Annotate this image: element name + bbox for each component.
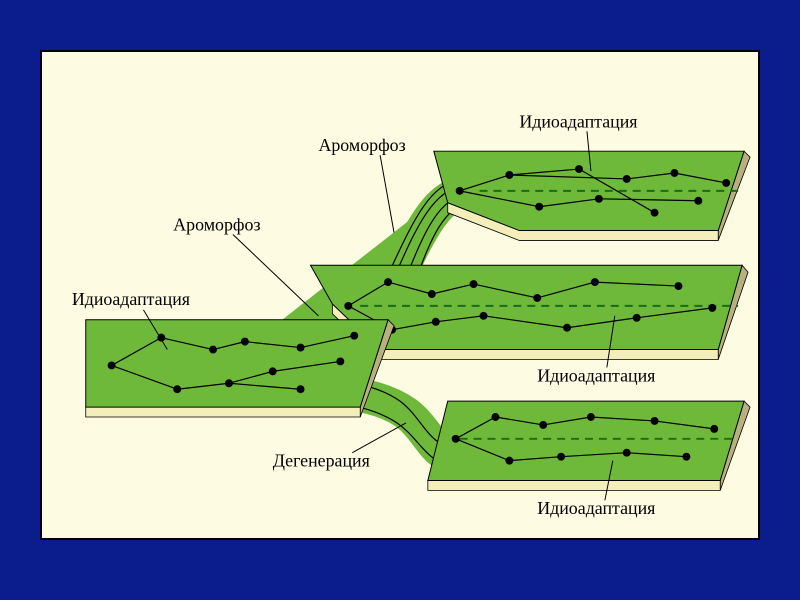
p_bot-node-6 (623, 449, 631, 457)
lbl_idio_mid_r: Идиоадаптация (537, 365, 655, 385)
p_bot-node-5 (587, 413, 595, 421)
p_left-node-9 (336, 357, 344, 365)
p_mid-node-4 (432, 318, 440, 326)
p_bot-node-9 (710, 425, 718, 433)
p_mid-node-1 (384, 278, 392, 286)
p_top-node-9 (722, 179, 730, 187)
p_top-node-3 (575, 165, 583, 173)
p_left-node-8 (297, 385, 305, 393)
p_top-node-4 (595, 195, 603, 203)
p_left-node-6 (269, 367, 277, 375)
p_bot-node-3 (539, 421, 547, 429)
lbl_idio_left: Идиоадаптация (72, 289, 190, 309)
p_left-node-4 (225, 379, 233, 387)
p_mid-node-6 (480, 312, 488, 320)
callout-5 (352, 423, 406, 453)
callout-1 (380, 155, 394, 232)
evolution-diagram: Идиоадаптация Ароморфоз Ароморфоз Идиоадапт… (42, 52, 758, 538)
p_mid-node-12 (708, 304, 716, 312)
lbl_arom_top: Ароморфоз (318, 135, 405, 155)
lbl_idio_bot_r: Идиоадаптация (537, 498, 655, 518)
p_mid-node-3 (428, 290, 436, 298)
p_bot-node-7 (651, 417, 659, 425)
callout-2 (233, 234, 319, 315)
p_left-side (86, 407, 360, 417)
p_top-node-0 (456, 187, 464, 195)
p_mid-node-8 (563, 324, 571, 332)
p_bot-node-4 (557, 453, 565, 461)
p_top-node-2 (535, 203, 543, 211)
p_top-node-6 (651, 209, 659, 217)
p_mid-node-9 (591, 278, 599, 286)
p_top-node-1 (505, 171, 513, 179)
p_mid-node-7 (533, 294, 541, 302)
p_top-node-7 (670, 169, 678, 177)
p_left-node-0 (108, 361, 116, 369)
p_left-node-2 (173, 385, 181, 393)
p_bot-surface (428, 401, 744, 480)
lbl_degen: Дегенерация (273, 451, 370, 471)
p_mid-node-10 (633, 314, 641, 322)
p_left-node-10 (350, 332, 358, 340)
p_mid-node-11 (674, 282, 682, 290)
slide-outer: Идиоадаптация Ароморфоз Ароморфоз Идиоадапт… (0, 0, 800, 600)
p_left-node-3 (209, 346, 217, 354)
p_bot-node-2 (505, 457, 513, 465)
p_mid-node-0 (344, 302, 352, 310)
p_bot-node-1 (491, 413, 499, 421)
p_bot-side (428, 480, 720, 490)
p_left-node-5 (241, 338, 249, 346)
p_bot-node-8 (682, 453, 690, 461)
p_bot-node-0 (452, 435, 460, 443)
p_left-node-7 (297, 344, 305, 352)
diagram-frame: Идиоадаптация Ароморфоз Ароморфоз Идиоадапт… (40, 50, 760, 540)
p_mid-node-5 (470, 280, 478, 288)
p_top-node-5 (623, 175, 631, 183)
lbl_arom_mid: Ароморфоз (173, 215, 260, 235)
lbl_idio_top: Идиоадаптация (519, 111, 637, 131)
p_top-node-8 (694, 197, 702, 205)
